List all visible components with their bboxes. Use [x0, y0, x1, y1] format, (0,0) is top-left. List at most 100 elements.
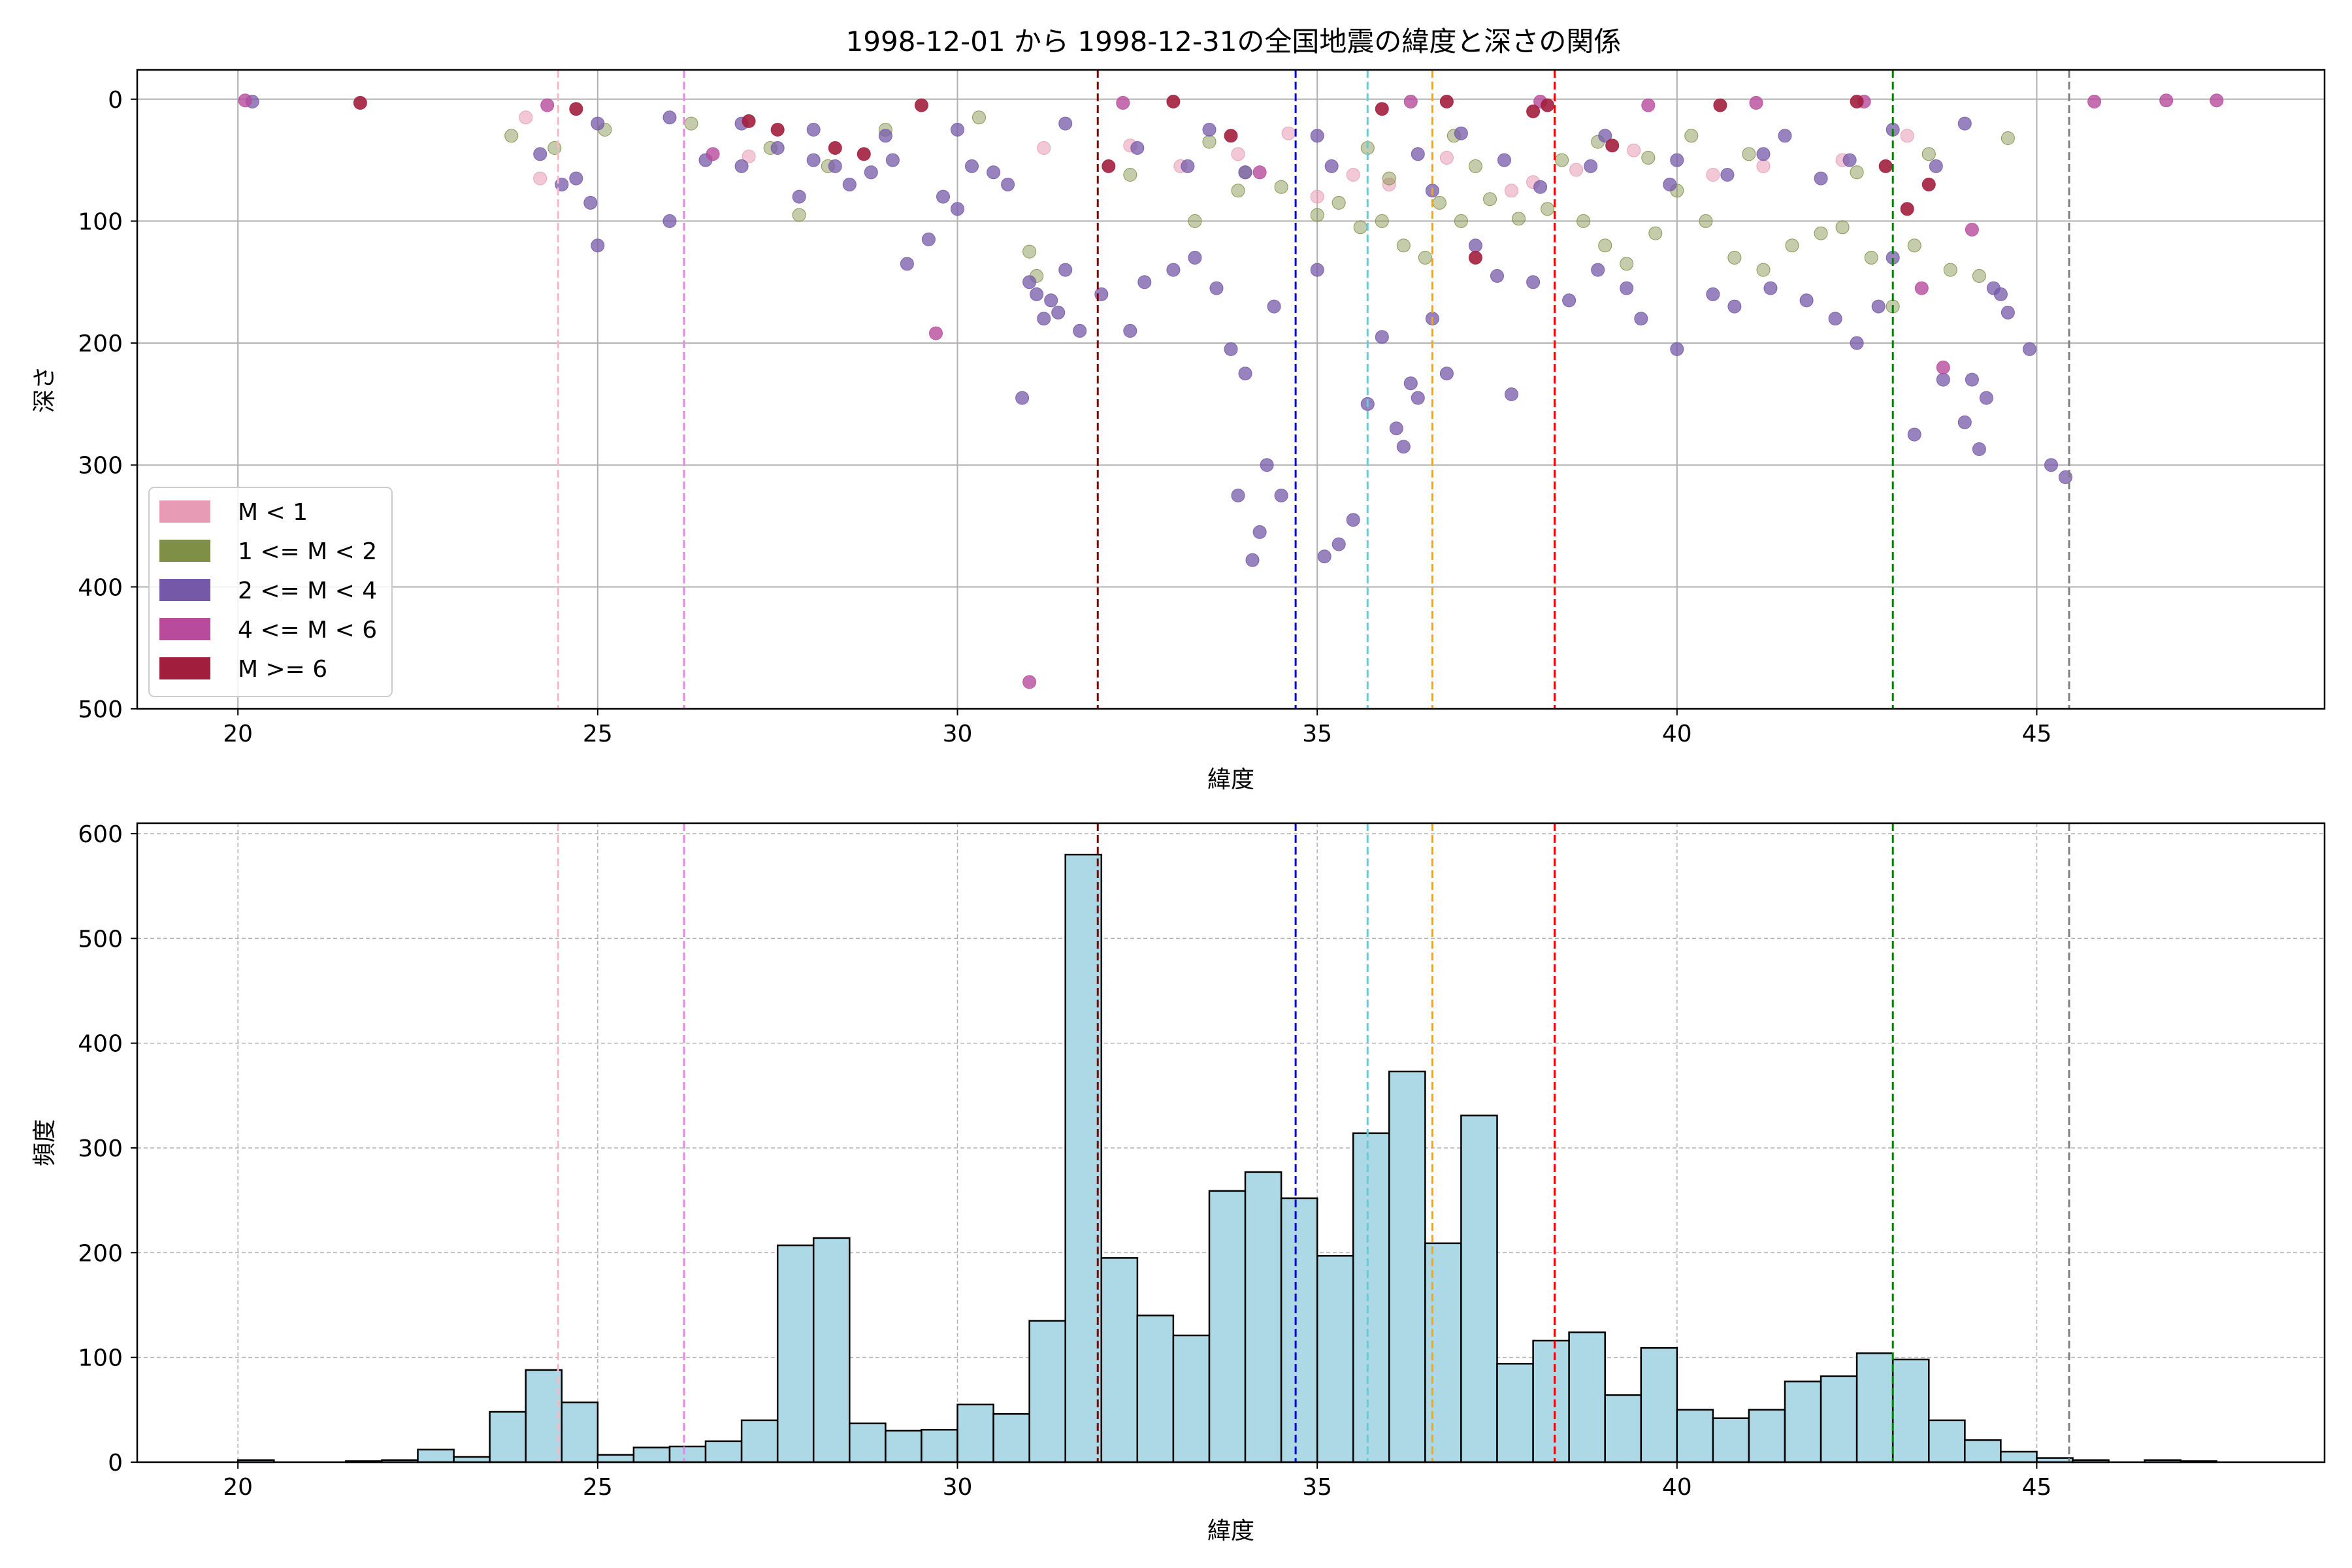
scatter-point	[1310, 129, 1324, 143]
scatter-point	[1439, 95, 1454, 108]
histogram-bar	[1208, 1190, 1247, 1463]
scatter-point	[1864, 250, 1878, 265]
scatter-point	[1936, 372, 1950, 387]
histogram-bar	[1100, 1257, 1139, 1463]
scatter-point	[1382, 171, 1396, 186]
histogram-bar	[417, 1448, 455, 1463]
scatter-point	[965, 159, 979, 173]
histogram-x-tick-label: 45	[2022, 1474, 2052, 1501]
histogram-bar	[1604, 1394, 1642, 1463]
histogram-bar	[704, 1440, 743, 1463]
histogram-bar	[812, 1237, 851, 1463]
scatter-point	[1555, 153, 1569, 167]
scatter-point	[1267, 299, 1281, 314]
scatter-point	[1641, 98, 1656, 112]
scatter-point	[1224, 129, 1238, 143]
scatter-point	[1166, 95, 1181, 108]
scatter-point	[900, 257, 914, 271]
scatter-point	[1274, 180, 1288, 194]
scatter-point	[914, 98, 928, 112]
histogram-bar	[1928, 1419, 1966, 1463]
scatter-plot-area	[137, 70, 2325, 709]
scatter-point	[1439, 367, 1454, 381]
scatter-point	[2087, 95, 2102, 108]
histogram-bar	[1460, 1115, 1498, 1463]
scatter-points	[238, 93, 2224, 689]
scatter-point	[1202, 123, 1217, 137]
histogram-y-tick-label: 500	[78, 926, 123, 953]
histogram-bar	[1640, 1347, 1678, 1463]
scatter-point	[1957, 116, 1972, 131]
scatter-point	[1727, 299, 1742, 314]
scatter-point	[1058, 263, 1073, 277]
histogram-x-tick-label: 35	[1302, 1474, 1332, 1501]
scatter-point	[1274, 488, 1288, 502]
scatter-point	[951, 202, 964, 216]
scatter-point	[1382, 177, 1396, 191]
histogram-y-tick-label: 300	[78, 1135, 123, 1162]
scatter-point	[1073, 323, 1087, 338]
scatter-point	[1051, 305, 1066, 319]
scatter-point	[921, 232, 936, 246]
histogram-x-label: 緯度	[1207, 1518, 1254, 1544]
scatter-point	[583, 195, 598, 210]
scatter-point	[684, 116, 698, 131]
scatter-point	[1102, 159, 1116, 173]
scatter-point	[569, 102, 583, 116]
scatter-point	[1389, 421, 1403, 436]
histogram-bar	[885, 1429, 923, 1463]
scatter-point	[972, 110, 986, 125]
scatter-point	[1598, 238, 1612, 253]
scatter-point	[1706, 168, 1720, 182]
scatter-point	[1929, 159, 1943, 173]
histogram-bar	[1424, 1242, 1462, 1463]
histogram-bar	[849, 1422, 887, 1463]
scatter-point	[1648, 226, 1663, 240]
scatter-point	[1375, 214, 1389, 228]
scatter-point	[1324, 159, 1339, 173]
scatter-point	[828, 159, 842, 173]
scatter-point	[1850, 95, 1864, 108]
scatter-point	[1411, 391, 1425, 405]
scatter-point	[238, 93, 252, 108]
scatter-point	[1663, 177, 1677, 191]
scatter-x-label: 緯度	[1207, 766, 1254, 793]
histogram-bar	[1388, 1070, 1426, 1463]
scatter-point	[504, 129, 519, 143]
scatter-point	[533, 147, 547, 161]
scatter-point	[1591, 263, 1605, 277]
histogram-bar	[1496, 1363, 1534, 1463]
scatter-point	[1058, 116, 1073, 131]
scatter-point	[1037, 141, 1051, 155]
scatter-point	[842, 177, 857, 191]
scatter-point	[1188, 250, 1202, 265]
scatter-point	[1130, 141, 1145, 155]
scatter-x-ticks: 20 25 30 35 40 45	[223, 709, 2051, 747]
scatter-point	[1814, 171, 1828, 186]
scatter-point	[951, 123, 964, 137]
scatter-point	[1541, 202, 1555, 216]
scatter-point	[1936, 360, 1950, 374]
histogram-bar	[1855, 1352, 1894, 1463]
scatter-legend: M < 1 1 <= M < 2 2 <= M < 4 4 <= M < 6 M >= …	[148, 487, 393, 697]
scatter-y-tick-label: 500	[78, 696, 123, 723]
scatter-point	[1878, 159, 1893, 173]
histogram-bar	[1244, 1171, 1282, 1463]
scatter-point	[1713, 98, 1727, 112]
scatter-point	[1252, 525, 1267, 539]
scatter-point	[1562, 293, 1576, 308]
scatter-point	[591, 116, 605, 131]
histogram-bar	[1172, 1334, 1211, 1463]
histogram-y-ticks: 0 100 200 300 400 500 600	[78, 821, 137, 1477]
histogram-x-ticks: 20 25 30 35 40 45	[223, 1462, 2051, 1501]
scatter-point	[2023, 342, 2036, 356]
histogram-frame	[136, 822, 2326, 1463]
scatter-point	[1022, 675, 1037, 689]
scatter-point	[1505, 184, 1518, 198]
scatter-point	[936, 189, 950, 204]
scatter-point	[1541, 98, 1555, 112]
scatter-point	[1720, 168, 1735, 182]
scatter-point	[1238, 367, 1252, 381]
scatter-point	[770, 123, 785, 137]
scatter-point	[770, 141, 785, 155]
